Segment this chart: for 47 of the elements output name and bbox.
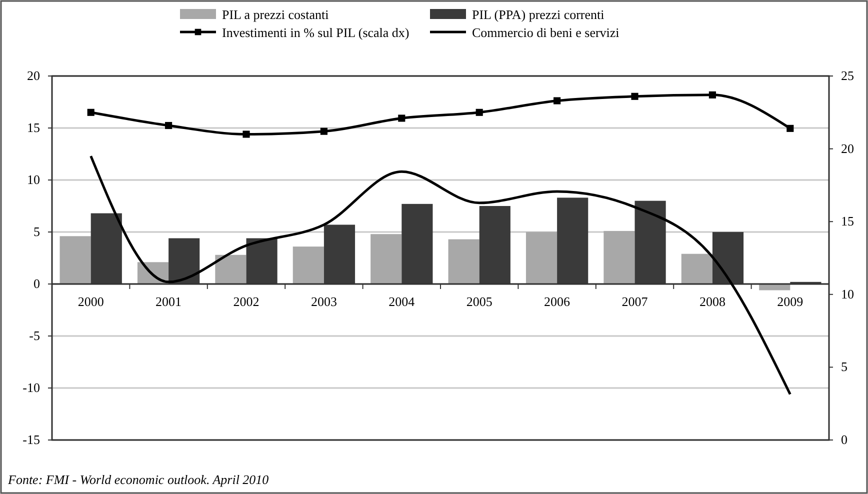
y-tick-label: 0 [34, 276, 40, 291]
point [320, 128, 328, 135]
point [631, 92, 638, 100]
bar [215, 254, 246, 284]
y2-tick-label: 15 [841, 214, 854, 229]
bar [526, 232, 558, 284]
y2-tick-label: 20 [841, 140, 854, 156]
point [242, 130, 250, 138]
x-tick-label: 2005 [466, 294, 492, 309]
y2-tick-label: 0 [841, 432, 848, 447]
bar [448, 239, 480, 284]
x-tick-label: 2008 [699, 294, 726, 309]
legend-label: Commercio di beni e servizi [472, 25, 620, 40]
y-tick-label: -10 [22, 380, 40, 395]
legend-label: PIL (PPA) prezzi correnti [472, 7, 605, 22]
bar [604, 230, 635, 284]
point [708, 91, 716, 98]
point [165, 122, 172, 130]
legend-label: PIL a prezzi costanti [222, 7, 330, 22]
y-tick-label: 10 [27, 172, 40, 187]
source-note: Fonte: FMI - World economic outlook. April 2010 [7, 472, 270, 487]
x-tick-label: 2001 [156, 294, 182, 309]
y-tick-label: 20 [27, 68, 40, 83]
x-tick-label: 2002 [233, 294, 260, 309]
point [87, 108, 94, 116]
y-tick-label: -5 [29, 328, 40, 343]
bar [292, 246, 324, 284]
y-tick-label: 15 [27, 120, 40, 135]
x-tick-label: 2006 [544, 294, 571, 309]
y2-tick-label: 10 [841, 286, 854, 302]
bar [60, 236, 91, 284]
legend-label: Investimenti in % sul PIL (scala dx) [222, 25, 410, 40]
y-tick-label: -15 [22, 432, 40, 447]
point [786, 124, 794, 132]
x-tick-label: 2007 [622, 294, 648, 309]
point [554, 97, 561, 104]
x-tick-label: 2004 [388, 294, 416, 309]
x-tick-label: 2009 [777, 294, 804, 309]
bar [370, 234, 402, 284]
y-tick-label: 5 [34, 224, 40, 239]
y2-tick-label: 5 [841, 359, 848, 374]
x-tick-label: 2003 [310, 294, 337, 309]
y2-tick-label: 25 [841, 68, 854, 83]
bar [681, 254, 712, 284]
point [476, 108, 483, 116]
x-tick-label: 2000 [78, 294, 104, 309]
point [398, 114, 406, 122]
